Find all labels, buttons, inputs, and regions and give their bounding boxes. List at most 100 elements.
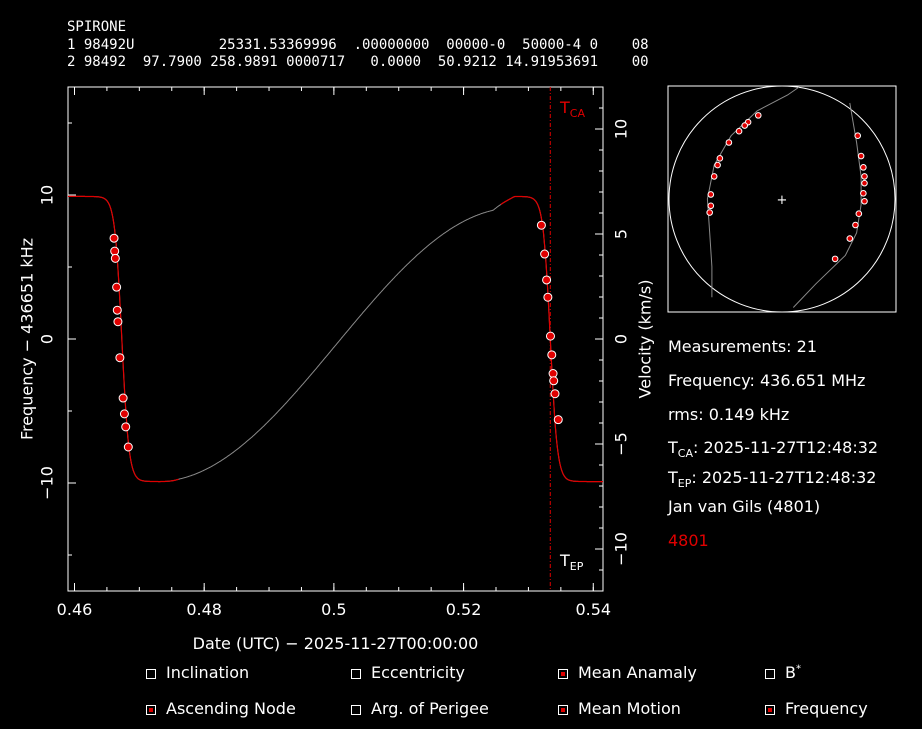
x-tick-label-3: 0.52 [446,600,482,619]
y-left-tick-label-2: −10 [38,466,57,500]
bstar-box[interactable] [765,669,775,679]
site-id: 4801 [668,531,709,550]
sky-marker-west-5 [716,155,724,162]
measurement-point-7 [118,393,128,403]
arg-perigee-checkbox[interactable]: Arg. of Perigee [351,699,489,718]
sky-marker-east-8 [852,221,859,229]
arg-perigee-label: Arg. of Perigee [371,699,489,718]
y-right-tick-label-0: 10 [612,119,631,139]
sky-marker-west-2 [741,122,749,129]
tca-label-sub: CA [570,107,586,120]
measurement-point-11 [536,220,546,230]
inclination-label: Inclination [166,663,250,682]
measurement-point-15 [545,331,555,341]
ascending-node-box[interactable] [146,705,156,715]
measurement-point-8 [119,409,129,419]
tca-value: TCA: 2025-11-27T12:48:32 [668,438,879,461]
satellite-name: SPIRONE [67,19,127,35]
measurement-point-20 [553,415,563,425]
fit-curve-pass-1 [68,195,179,483]
model-curve [68,195,603,483]
sky-marker-east-9 [846,235,854,242]
y-right-tick-label-4: −10 [612,532,631,566]
sky-plot-center-marker: + [777,193,788,208]
sky-marker-west-4 [725,139,733,146]
sky-plot-horizon [668,85,896,313]
measurement-point-18 [549,376,559,386]
measurement-point-3 [112,282,122,292]
mean-motion-box[interactable] [558,705,568,715]
measurement-point-16 [547,350,557,360]
observer-name: Jan van Gils (4801) [668,497,821,516]
frequency-box[interactable] [765,705,775,715]
x-axis-label: Date (UTC) − 2025-11-27T00:00:00 [193,634,479,653]
sky-marker-west-6 [714,161,721,169]
tep-label: TEP [559,551,584,573]
inclination-checkbox[interactable]: Inclination [146,663,249,682]
bstar-checkbox[interactable]: B* [765,663,801,682]
sky-track-west [706,86,800,298]
measurement-point-4 [112,305,122,315]
mean-anomaly-label: Mean Anamaly [578,663,697,682]
x-tick-label-4: 0.54 [575,600,611,619]
tep-label-sub: EP [570,560,584,573]
mean-motion-checkbox[interactable]: Mean Motion [558,699,681,718]
measurement-point-9 [121,422,131,432]
y-left-tick-label-1: 0 [38,334,57,344]
measurement-point-2 [110,253,120,263]
y-left-axis-label: Frequency − 436651 kHz [18,238,37,440]
y-right-axis-label: Velocity (km/s) [636,280,655,399]
ascending-node-checkbox[interactable]: Ascending Node [146,699,296,718]
measurement-point-13 [542,275,552,285]
measurement-point-19 [550,389,560,399]
sky-marker-west-10 [706,209,713,216]
tca-label: TCA [559,98,585,120]
arg-perigee-box[interactable] [351,705,361,715]
bstar-label: B* [785,663,801,682]
sky-marker-west-9 [707,202,715,210]
mean-anomaly-checkbox[interactable]: Mean Anamaly [558,663,697,682]
tle-line-2: 2 98492 97.7900 258.9891 0000717 0.0000 … [67,54,649,70]
x-tick-label-0: 0.46 [57,600,93,619]
frequency-label: Frequency [785,699,868,718]
sky-marker-east-1 [857,152,865,160]
y-right-tick-label-1: 5 [612,229,631,239]
sky-marker-east-5 [860,190,867,197]
measurement-point-10 [123,442,133,452]
sky-marker-east-4 [861,179,868,187]
measurement-point-0 [109,233,119,243]
y-right-tick-label-3: −5 [612,432,631,456]
measurements-count: Measurements: 21 [668,337,818,356]
x-tick-label-1: 0.48 [186,600,222,619]
sky-marker-east-3 [861,173,868,180]
tep-value: TEP: 2025-11-27T12:48:32 [668,468,877,491]
sky-marker-east-2 [860,164,867,171]
sky-marker-east-7 [855,210,863,217]
rms-value: rms: 0.149 kHz [668,405,790,424]
measurement-point-14 [543,292,553,302]
sky-marker-east-10 [831,255,839,263]
sky-marker-west-0 [754,112,762,119]
mean-anomaly-box[interactable] [558,669,568,679]
mean-motion-label: Mean Motion [578,699,681,718]
measurement-point-12 [540,249,550,259]
sky-marker-east-0 [854,132,862,140]
y-left-tick-label-0: 10 [38,185,57,205]
eccentricity-checkbox[interactable]: Eccentricity [351,663,465,682]
sky-marker-west-8 [707,191,715,198]
measurement-point-6 [115,353,125,363]
inclination-box[interactable] [146,669,156,679]
y-right-tick-label-2: 0 [612,334,631,344]
sky-marker-east-6 [861,197,868,205]
measurement-point-5 [113,317,123,327]
x-tick-label-2: 0.5 [321,600,346,619]
tle-line-1: 1 98492U 25331.53369996 .00000000 00000-… [67,37,649,53]
eccentricity-label: Eccentricity [371,663,465,682]
eccentricity-box[interactable] [351,669,361,679]
plot-frame [67,86,604,592]
sky-marker-west-3 [735,127,743,135]
sky-marker-west-7 [710,173,718,180]
sky-track-east [792,102,862,308]
frequency-checkbox[interactable]: Frequency [765,699,868,718]
